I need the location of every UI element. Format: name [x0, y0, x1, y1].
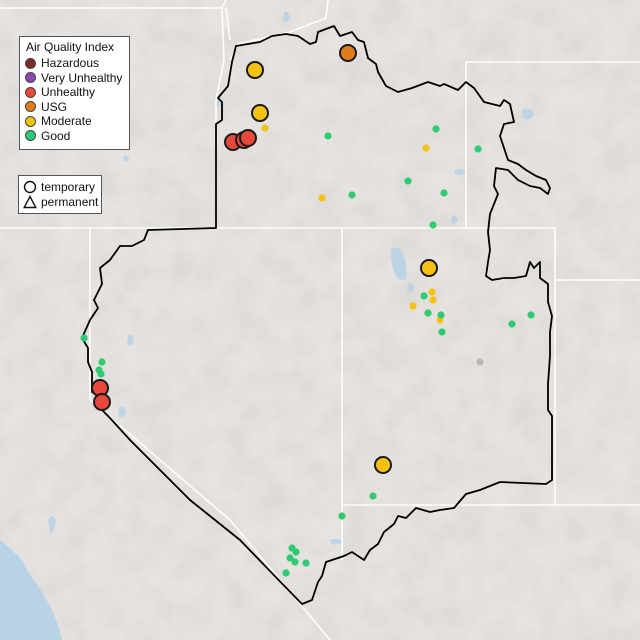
pyramid-lake: [127, 334, 134, 346]
legend-swatch: [25, 115, 36, 127]
monitor-good[interactable]: [527, 311, 535, 319]
legend-label: Unhealthy: [41, 85, 96, 100]
monitor-good[interactable]: [369, 492, 377, 500]
monitor-good[interactable]: [438, 328, 446, 336]
legend-row-very-unhealthy: Very Unhealthy: [20, 71, 129, 86]
monitor-good[interactable]: [286, 554, 294, 562]
san-francisco-bay: [48, 516, 56, 534]
legend-swatch: [25, 72, 36, 84]
monitor-moderate[interactable]: [428, 288, 436, 296]
monitor-good[interactable]: [282, 569, 290, 577]
utah-lake: [407, 282, 414, 293]
monitor-good[interactable]: [404, 177, 412, 185]
monitor-moderate[interactable]: [246, 61, 264, 79]
monitor-good[interactable]: [432, 125, 440, 133]
lake-mead: [330, 538, 344, 545]
monitor-good[interactable]: [98, 358, 106, 366]
monitor-type-legend: temporary permanent: [18, 175, 102, 214]
flathead-lake: [283, 11, 290, 22]
monitor-good[interactable]: [437, 311, 445, 319]
monitor-good[interactable]: [291, 558, 299, 566]
monitor-markers: [80, 44, 535, 577]
legend-row-unhealthy: Unhealthy: [20, 85, 129, 100]
monitor-good[interactable]: [324, 132, 332, 140]
legend-label: Very Unhealthy: [41, 70, 123, 85]
legend-label: Moderate: [41, 114, 92, 129]
border-wa-id: [225, 7, 231, 41]
yellowstone-lake: [522, 108, 534, 120]
monitor-moderate[interactable]: [318, 194, 326, 202]
legend-label-permanent: permanent: [41, 194, 99, 209]
monitor-moderate[interactable]: [251, 104, 269, 122]
american-falls-reservoir: [455, 169, 466, 175]
lake-small-2: [123, 155, 129, 162]
legend-label: Hazardous: [41, 56, 100, 71]
monitor-moderate[interactable]: [429, 296, 437, 304]
aqi-legend: Air Quality Index Hazardous Very Unhealth…: [19, 36, 130, 150]
monitor-good[interactable]: [440, 189, 448, 197]
legend-row-moderate: Moderate: [20, 114, 129, 129]
monitor-moderate[interactable]: [261, 124, 269, 132]
bear-lake: [451, 215, 458, 224]
monitor-good[interactable]: [424, 309, 432, 317]
triangle-icon: [23, 194, 37, 208]
monitor-good[interactable]: [474, 145, 482, 153]
legend-label: USG: [41, 99, 68, 114]
aqi-legend-title: Air Quality Index: [26, 40, 115, 54]
circle-icon: [23, 180, 37, 193]
border-ut-wy-co: [466, 227, 640, 281]
monitor-good[interactable]: [420, 292, 428, 300]
legend-row-hazardous: Hazardous: [20, 56, 129, 71]
monitor-good[interactable]: [292, 548, 300, 556]
legend-row-usg: USG: [20, 100, 129, 115]
monitor-moderate[interactable]: [422, 144, 430, 152]
monitor-unhealthy[interactable]: [239, 129, 257, 147]
legend-row-good: Good: [20, 129, 129, 144]
legend-swatch: [25, 86, 36, 98]
lake-tahoe: [118, 406, 126, 418]
border-ca-nv: [89, 228, 331, 640]
monitor-good[interactable]: [338, 512, 346, 520]
monitor-moderate[interactable]: [409, 302, 417, 310]
monitor-usg[interactable]: [339, 44, 357, 62]
great-salt-lake: [390, 247, 407, 281]
legend-swatch: [25, 130, 36, 142]
monitor-no-data[interactable]: [476, 358, 484, 366]
legend-label-temporary: temporary: [41, 179, 96, 194]
legend-row-permanent: permanent: [19, 194, 101, 209]
monitor-good[interactable]: [80, 334, 88, 342]
monitor-good[interactable]: [429, 221, 437, 229]
monitor-good[interactable]: [508, 320, 516, 328]
ocean: [0, 540, 62, 640]
monitor-good[interactable]: [97, 370, 105, 378]
region-outline: [81, 25, 553, 605]
border-id-wy: [465, 61, 640, 228]
monitor-unhealthy[interactable]: [93, 393, 111, 411]
monitor-moderate[interactable]: [420, 259, 438, 277]
monitor-good[interactable]: [348, 191, 356, 199]
monitor-moderate[interactable]: [374, 456, 392, 474]
legend-label: Good: [41, 128, 71, 143]
legend-row-temporary: temporary: [19, 179, 101, 194]
monitor-good[interactable]: [302, 559, 310, 567]
legend-swatch: [25, 101, 36, 113]
legend-swatch: [25, 57, 36, 69]
